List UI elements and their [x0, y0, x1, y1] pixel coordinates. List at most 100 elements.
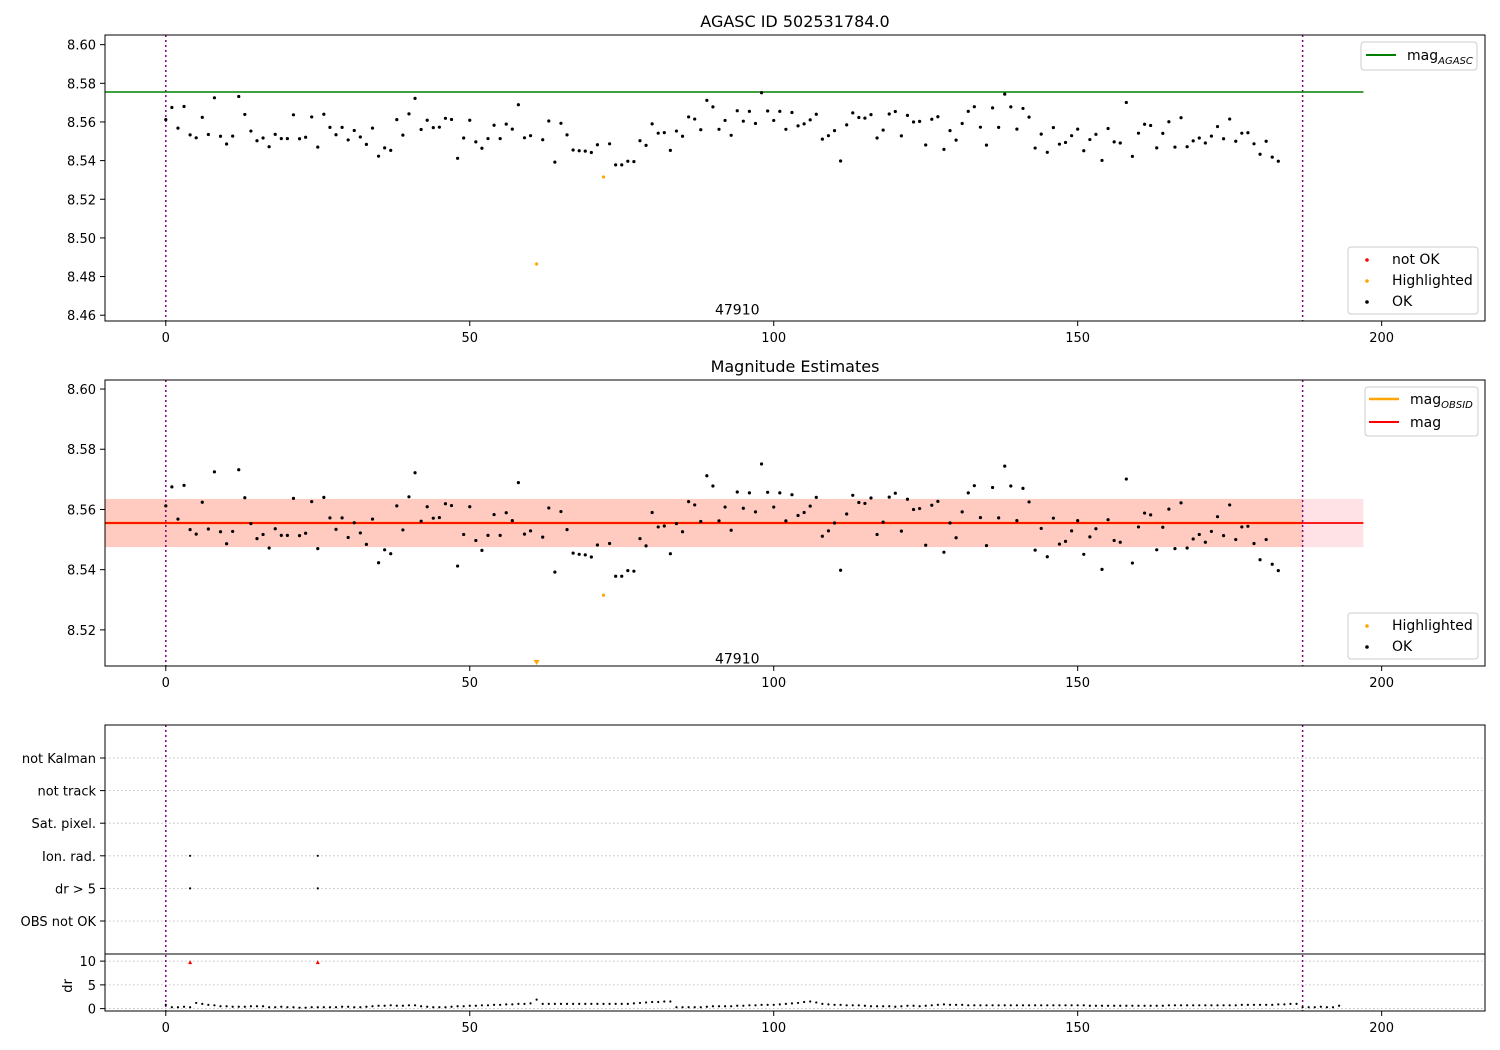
ok-point	[778, 491, 782, 495]
dr-point	[1100, 1004, 1104, 1007]
ok-point	[364, 142, 369, 146]
ok-point	[1118, 141, 1122, 145]
ok-point	[948, 129, 952, 133]
dr-tick-label: 0	[88, 1003, 96, 1018]
ok-point	[687, 115, 691, 119]
dr-point	[292, 1006, 295, 1009]
ok-point	[383, 548, 387, 552]
ok-point	[1197, 532, 1201, 537]
legend-label-ok: OK	[1392, 294, 1413, 310]
ok-point	[528, 134, 533, 138]
ok-point	[559, 121, 563, 125]
ok-point	[583, 149, 587, 153]
ok-point	[1142, 122, 1147, 126]
ok-point	[322, 495, 326, 500]
ok-point	[972, 105, 976, 109]
ok-point	[455, 564, 460, 568]
ok-point	[644, 544, 648, 548]
ok-point	[638, 537, 642, 541]
ok-point	[1161, 131, 1165, 135]
ok-point	[310, 500, 314, 504]
ok-point	[918, 119, 922, 123]
dr-point	[565, 1002, 569, 1005]
ok-point	[857, 500, 861, 505]
dr-point	[869, 1005, 873, 1008]
ok-point	[875, 136, 879, 140]
x-tick-label: 150	[1065, 1021, 1090, 1036]
dr-point	[778, 1003, 781, 1006]
ok-point	[395, 118, 399, 122]
legend-swatch-ok	[1365, 645, 1369, 649]
ok-point	[297, 137, 302, 141]
ok-point	[674, 522, 679, 526]
legend-label-mag: mag	[1410, 415, 1441, 431]
ok-point	[820, 137, 824, 141]
dr-point	[784, 1002, 787, 1005]
ok-point	[492, 512, 496, 517]
dr-point	[967, 1004, 970, 1007]
ok-point	[626, 568, 630, 573]
ok-point	[316, 546, 320, 551]
ok-point	[930, 117, 934, 121]
ok-point	[200, 115, 204, 119]
dr-point	[1070, 1004, 1073, 1007]
ok-point	[863, 116, 867, 120]
ok-point	[553, 160, 557, 164]
ok-point	[480, 146, 484, 150]
ok-point	[899, 529, 903, 533]
dr-point	[523, 1002, 526, 1005]
dr-point	[274, 1006, 277, 1009]
y-tick-label: 8.56	[67, 116, 96, 131]
ok-point	[711, 484, 715, 488]
dr-point	[827, 1003, 830, 1006]
dr-point	[450, 1005, 453, 1008]
dr-point	[699, 1006, 702, 1009]
x-tick-label: 50	[461, 1021, 478, 1036]
dr-point	[1192, 1004, 1195, 1007]
ok-point	[255, 139, 259, 143]
ok-point	[1112, 538, 1116, 543]
panel-2-line-legend: magOBSID mag	[1364, 386, 1479, 437]
legend-label-not-ok: not OK	[1392, 252, 1440, 268]
ok-point	[541, 138, 545, 142]
ok-point	[273, 132, 277, 136]
dr-point	[395, 1004, 398, 1007]
dr-point	[474, 1004, 477, 1007]
dr-point	[365, 1005, 368, 1008]
dr-point	[176, 1006, 180, 1009]
dr-point	[955, 1003, 958, 1006]
ok-point	[674, 129, 679, 133]
dr-point	[669, 1000, 672, 1003]
ok-point	[182, 483, 186, 487]
dr-point	[790, 1002, 794, 1005]
dr-point	[1228, 1004, 1231, 1007]
ok-point	[437, 125, 441, 129]
dr-tick-label: 10	[79, 955, 96, 970]
dr-point	[1277, 1003, 1280, 1006]
ok-point	[425, 505, 429, 509]
ok-point	[322, 112, 326, 116]
ok-point	[662, 524, 666, 528]
dr-point	[541, 1002, 544, 1005]
dr-point	[237, 1005, 240, 1008]
dr-point	[754, 1004, 757, 1007]
ok-point	[607, 142, 612, 146]
ok-point	[413, 471, 417, 475]
ok-point	[1215, 124, 1220, 129]
x-tick-label: 50	[461, 331, 478, 346]
ok-point	[1167, 507, 1171, 511]
ok-point	[802, 122, 806, 126]
ok-point	[1021, 486, 1025, 490]
ok-point	[680, 530, 685, 534]
ok-point	[237, 468, 241, 472]
ok-point	[802, 510, 806, 515]
dr-point	[413, 1004, 417, 1007]
flag-label: Sat. pixel.	[32, 817, 96, 832]
ok-point	[589, 555, 593, 559]
ok-point	[729, 528, 733, 532]
ok-point	[1106, 518, 1110, 522]
ok-point	[930, 503, 934, 507]
dr-point	[857, 1004, 860, 1007]
ok-point	[1015, 127, 1019, 131]
panel-2-point-legend: Highlighted OK	[1347, 612, 1479, 660]
